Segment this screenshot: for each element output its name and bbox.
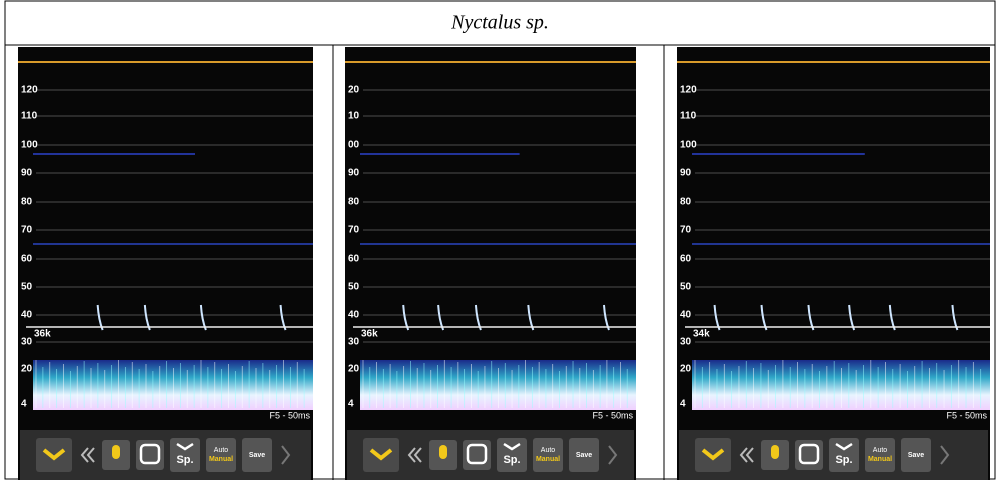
time-scale: F5 - 50ms	[592, 410, 633, 420]
frequency-label: 30	[348, 337, 360, 348]
phone-screenshot: 20 10 00 90 80 70 60 50 40 30 20 4 36k F5 - 50ms Sp. Au…	[345, 47, 636, 480]
frequency-label: 80	[21, 197, 33, 208]
collapse-button	[363, 438, 399, 472]
frequency-label: 4	[21, 399, 27, 410]
frequency-label: 70	[21, 225, 33, 236]
species-label: Sp.	[503, 454, 520, 466]
noise-band	[360, 360, 636, 410]
species-label: Sp.	[835, 454, 852, 466]
frequency-label: 110	[680, 111, 697, 122]
marker-label: 36k	[34, 329, 51, 340]
frequency-label: 40	[348, 310, 360, 321]
frequency-label: 60	[348, 254, 360, 265]
noise-band	[33, 360, 313, 410]
frequency-label: 50	[348, 282, 360, 293]
auto-label: Auto	[541, 447, 556, 454]
frequency-label: 120	[21, 85, 38, 96]
frequency-label: 120	[680, 85, 697, 96]
frequency-label: 00	[348, 140, 360, 151]
screen	[677, 47, 990, 480]
save-label: Save	[249, 452, 265, 459]
frequency-label: 50	[680, 282, 692, 293]
time-scale: F5 - 50ms	[946, 410, 987, 420]
frequency-label: 60	[680, 254, 692, 265]
frequency-label: 90	[348, 168, 360, 179]
mic-icon	[439, 445, 447, 459]
frequency-label: 70	[680, 225, 692, 236]
time-scale: F5 - 50ms	[269, 410, 310, 420]
frequency-label: 60	[21, 254, 33, 265]
frequency-label: 100	[21, 140, 38, 151]
frequency-label: 100	[680, 140, 697, 151]
page: Nyctalus sp. 120 110 100 90 80 70 60 50 40 30 20 4 3…	[0, 0, 1000, 480]
frequency-label: 20	[21, 364, 33, 375]
frequency-label: 80	[348, 197, 360, 208]
frequency-label: 110	[21, 111, 38, 122]
manual-label: Manual	[536, 456, 560, 463]
collapse-button	[695, 438, 731, 472]
mic-icon	[112, 445, 120, 459]
frequency-label: 20	[348, 85, 360, 96]
frequency-label: 20	[680, 364, 692, 375]
frequency-label: 10	[348, 111, 360, 122]
frequency-label: 40	[21, 310, 33, 321]
frequency-label: 70	[348, 225, 360, 236]
save-label: Save	[576, 452, 592, 459]
frequency-label: 4	[680, 399, 686, 410]
auto-label: Auto	[873, 447, 888, 454]
phone-screenshot: 120 110 100 90 80 70 60 50 40 30 20 4 36k F5 - 50ms Sp…	[18, 47, 313, 480]
frequency-label: 90	[680, 168, 692, 179]
manual-label: Manual	[868, 456, 892, 463]
frequency-label: 4	[348, 399, 354, 410]
frequency-label: 50	[21, 282, 33, 293]
frequency-label: 30	[680, 337, 692, 348]
species-label: Sp.	[176, 454, 193, 466]
frequency-label: 30	[21, 337, 33, 348]
manual-label: Manual	[209, 456, 233, 463]
panels: 120 110 100 90 80 70 60 50 40 30 20 4 36k F5 - 50ms Sp…	[18, 47, 990, 480]
frequency-label: 40	[680, 310, 692, 321]
auto-label: Auto	[214, 447, 229, 454]
table-title: Nyctalus sp.	[450, 12, 549, 34]
collapse-button	[36, 438, 72, 472]
frequency-label: 80	[680, 197, 692, 208]
frequency-label: 20	[348, 364, 360, 375]
save-label: Save	[908, 452, 924, 459]
phone-screenshot: 120 110 100 90 80 70 60 50 40 30 20 4 34k F5 - 50ms Sp…	[677, 47, 990, 480]
noise-band	[692, 360, 990, 410]
marker-label: 36k	[361, 329, 378, 340]
frequency-label: 90	[21, 168, 33, 179]
mic-icon	[771, 445, 779, 459]
marker-label: 34k	[693, 329, 710, 340]
